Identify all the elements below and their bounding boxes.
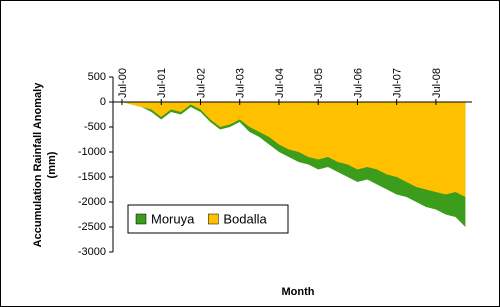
y-tick-label: -3000 (78, 246, 106, 258)
x-tick-label: Jul-05 (313, 68, 325, 98)
y-axis-title: (mm) (46, 151, 58, 178)
x-tick-label: Jul-02 (195, 68, 207, 98)
legend-label: Bodalla (223, 211, 267, 226)
y-tick-label: -1500 (78, 171, 106, 183)
x-tick-label: Jul-01 (156, 68, 168, 98)
x-tick-label: Jul-08 (431, 68, 443, 98)
y-tick-label: 0 (100, 96, 106, 108)
y-tick-label: -2500 (78, 221, 106, 233)
legend-swatch (135, 213, 147, 225)
legend-label: Moruya (151, 211, 195, 226)
x-tick-label: Jul-06 (352, 68, 364, 98)
y-axis-title: Accumulation Rainfall Anomaly (32, 82, 44, 248)
x-tick-label: Jul-04 (274, 68, 286, 98)
legend-box (127, 204, 289, 234)
legend-swatch (208, 213, 219, 225)
y-tick-label: -1000 (78, 146, 106, 158)
y-tick-label: -2000 (78, 196, 106, 208)
area (122, 102, 466, 197)
x-tick-label: Jul-03 (235, 68, 247, 98)
x-tick-label: Jul-07 (392, 68, 404, 98)
y-tick-label: -500 (84, 121, 106, 133)
x-axis-title: Month (282, 286, 315, 298)
y-tick-label: 500 (88, 71, 106, 83)
x-tick-label: Jul-00 (117, 68, 129, 98)
